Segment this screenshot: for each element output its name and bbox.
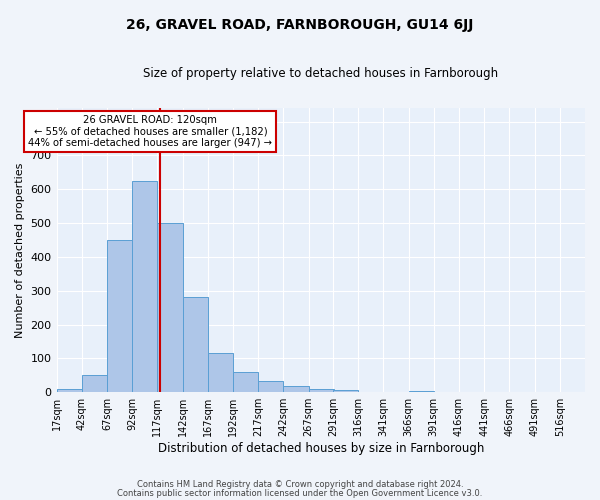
Bar (409, 390, 434, 392)
Y-axis label: Number of detached properties: Number of detached properties (15, 162, 25, 338)
Bar (258, 382, 283, 392)
Title: Size of property relative to detached houses in Farnborough: Size of property relative to detached ho… (143, 68, 499, 80)
Bar (283, 386, 308, 392)
Bar (82, 376, 107, 392)
Bar (182, 298, 208, 392)
X-axis label: Distribution of detached houses by size in Farnborough: Distribution of detached houses by size … (158, 442, 484, 455)
Text: 26 GRAVEL ROAD: 120sqm
← 55% of detached houses are smaller (1,182)
44% of semi-: 26 GRAVEL ROAD: 120sqm ← 55% of detached… (28, 115, 272, 148)
Text: Contains public sector information licensed under the Open Government Licence v3: Contains public sector information licen… (118, 488, 482, 498)
Bar (233, 372, 258, 392)
Bar (333, 390, 358, 392)
Text: Contains HM Land Registry data © Crown copyright and database right 2024.: Contains HM Land Registry data © Crown c… (137, 480, 463, 489)
Bar (157, 223, 182, 392)
Text: 26, GRAVEL ROAD, FARNBOROUGH, GU14 6JJ: 26, GRAVEL ROAD, FARNBOROUGH, GU14 6JJ (127, 18, 473, 32)
Bar (56, 389, 82, 392)
Bar (132, 181, 157, 392)
Bar (308, 389, 334, 392)
Bar (107, 240, 132, 392)
Bar (208, 354, 233, 392)
